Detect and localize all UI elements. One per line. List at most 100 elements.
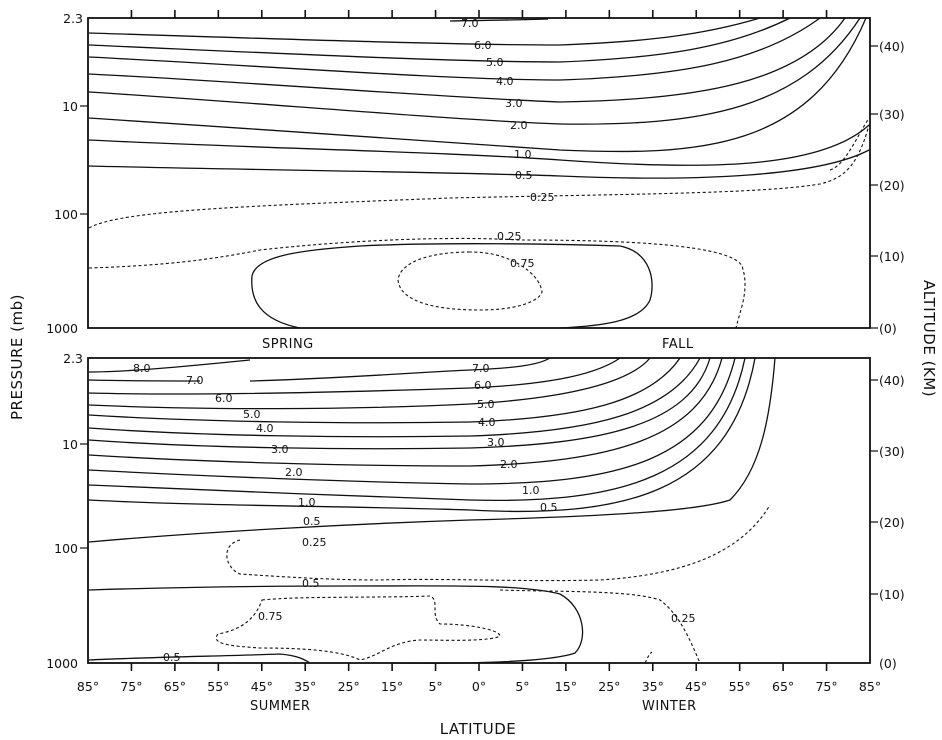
latitude-tick-label: 55°	[729, 679, 751, 694]
pressure-tick-upper-10: 10	[62, 99, 78, 114]
lower-contour-0.5-closed	[88, 585, 584, 664]
latitude-tick-label: 15°	[381, 679, 403, 694]
lower-contour-0.25-base	[644, 651, 653, 664]
latitude-tick-label: 25°	[598, 679, 620, 694]
lower-label-8.0: 8.0	[133, 362, 151, 375]
lower-contour-0.25-right	[499, 589, 701, 664]
lower-label-0.5-mid: 0.5	[302, 577, 320, 590]
altitude-tick-lower-40: (40)	[879, 373, 905, 388]
upper-label-5.0: 5.0	[486, 56, 504, 69]
lower-contour-0.75-closed	[215, 595, 501, 661]
pressure-tick-lower-100: 100	[54, 541, 78, 556]
lower-contour-7.0	[249, 357, 551, 382]
latitude-tick-label: 45°	[685, 679, 707, 694]
latitude-tick-label: 55°	[207, 679, 229, 694]
lower-label-2.0: 2.0	[500, 458, 518, 471]
upper-contour-0.25-b	[88, 237, 746, 329]
lower-contour-3.5	[88, 357, 701, 438]
pressure-tick-lower-10: 10	[62, 437, 78, 452]
altitude-tick-lower-20: (20)	[879, 515, 905, 530]
altitude-tick-lower-10: (10)	[879, 587, 905, 602]
pressure-tick-upper-2.3: 2.3	[63, 11, 83, 26]
lower-contour-8.0	[88, 359, 251, 373]
lower-label-0.25-right: 0.25	[671, 612, 696, 625]
upper-contours	[88, 17, 870, 329]
latitude-tick-label: 35°	[294, 679, 316, 694]
latitude-tick-label: 15°	[555, 679, 577, 694]
bottom-tick-marks	[130, 663, 828, 671]
upper-label-6.0: 6.0	[474, 39, 492, 52]
lower-contour-1.5	[88, 357, 746, 502]
altitude-ticks-lower: (40) (30) (20) (10) (0)	[870, 373, 905, 671]
y-left-axis-title: PRESSURE (mb)	[8, 294, 26, 420]
season-label-spring: SPRING	[262, 337, 314, 352]
altitude-tick-upper-0: (0)	[879, 321, 897, 336]
latitude-tick-label: 75°	[120, 679, 142, 694]
lower-contour-7.0-left	[88, 379, 201, 382]
lower-label-0.75: 0.75	[258, 610, 283, 623]
lower-contour-labels: 8.0 7.0 7.0 6.0 6.0 5.0 5.0 4.0 4.0 3.0 …	[133, 362, 696, 664]
lower-label-2.0-left: 2.0	[285, 466, 303, 479]
lower-contour-0.5-bottom	[88, 653, 311, 664]
lower-contour-3.0	[88, 357, 711, 450]
lower-contour-6.0	[88, 357, 621, 395]
lower-contour-5.0	[88, 357, 651, 410]
latitude-tick-label: 25°	[338, 679, 360, 694]
latitude-tick-label: 35°	[642, 679, 664, 694]
pressure-tick-upper-100: 100	[54, 207, 78, 222]
lower-label-1.0-left: 1.0	[298, 496, 316, 509]
lower-label-4.0-left: 4.0	[256, 422, 274, 435]
upper-label-7.0: 7.0	[461, 17, 479, 30]
latitude-tick-label: 5°	[515, 679, 529, 694]
lower-contour-2.5	[88, 357, 723, 467]
upper-contour-1.5	[88, 17, 867, 153]
upper-panel-frame	[87, 17, 871, 329]
upper-label-1.0: 1.0	[514, 148, 532, 161]
x-axis-title: LATITUDE	[440, 720, 517, 738]
lower-label-5.0: 5.0	[477, 398, 495, 411]
lower-label-1.0: 1.0	[522, 484, 540, 497]
lower-label-3.0-left: 3.0	[271, 443, 289, 456]
altitude-ticks-upper: (40) (30) (20) (10) (0)	[870, 39, 905, 336]
lower-contour-0.5	[88, 357, 776, 543]
latitude-tick-label: 5°	[428, 679, 442, 694]
altitude-tick-upper-20: (20)	[879, 178, 905, 193]
y-right-axis-title: ALTITUDE (KM)	[920, 280, 938, 397]
lower-label-7.0-left: 7.0	[186, 374, 204, 387]
latitude-tick-label: 0°	[472, 679, 486, 694]
latitude-tick-label: 65°	[772, 679, 794, 694]
upper-contour-1.0	[88, 124, 870, 167]
upper-contour-6.0	[88, 17, 761, 46]
upper-contour-0.75-closed	[397, 251, 543, 311]
lower-label-0.5-bottom: 0.5	[163, 651, 181, 664]
lower-label-0.5: 0.5	[540, 501, 558, 514]
lower-label-7.0: 7.0	[472, 362, 490, 375]
season-label-summer: SUMMER	[250, 699, 310, 714]
season-label-winter: WINTER	[642, 699, 697, 714]
upper-label-2.0: 2.0	[510, 119, 528, 132]
latitude-tick-labels: 85° 75° 65° 55° 45° 35° 25° 15° 5° 0° 5° 15° 25° 35° 4…	[77, 679, 881, 694]
pressure-ticks-lower: 2.3 10 100 1000	[46, 351, 88, 671]
top-tick-marks	[130, 10, 828, 18]
lower-contours	[88, 357, 776, 664]
altitude-tick-upper-10: (10)	[879, 249, 905, 264]
upper-label-3.0: 3.0	[505, 97, 523, 110]
altitude-tick-upper-40: (40)	[879, 39, 905, 54]
lower-label-5.0-left: 5.0	[243, 408, 261, 421]
pressure-ticks-upper: 2.3 10 100 1000	[46, 11, 88, 336]
latitude-tick-label: 75°	[815, 679, 837, 694]
upper-contour-0.5-closed	[251, 243, 653, 329]
pressure-tick-lower-2.3: 2.3	[63, 351, 83, 366]
latitude-tick-label: 45°	[251, 679, 273, 694]
lower-contour-0.25	[226, 504, 771, 582]
lower-label-0.5-left: 0.5	[303, 515, 321, 528]
lower-label-3.0: 3.0	[487, 436, 505, 449]
upper-contour-2.0	[88, 17, 861, 125]
latitude-tick-label: 85°	[77, 679, 99, 694]
lower-contour-4.0	[88, 357, 681, 424]
lower-label-6.0-left: 6.0	[215, 392, 233, 405]
upper-contour-5.0	[88, 17, 791, 63]
upper-label-4.0: 4.0	[496, 75, 514, 88]
upper-label-0.75: 0.75	[510, 257, 535, 270]
